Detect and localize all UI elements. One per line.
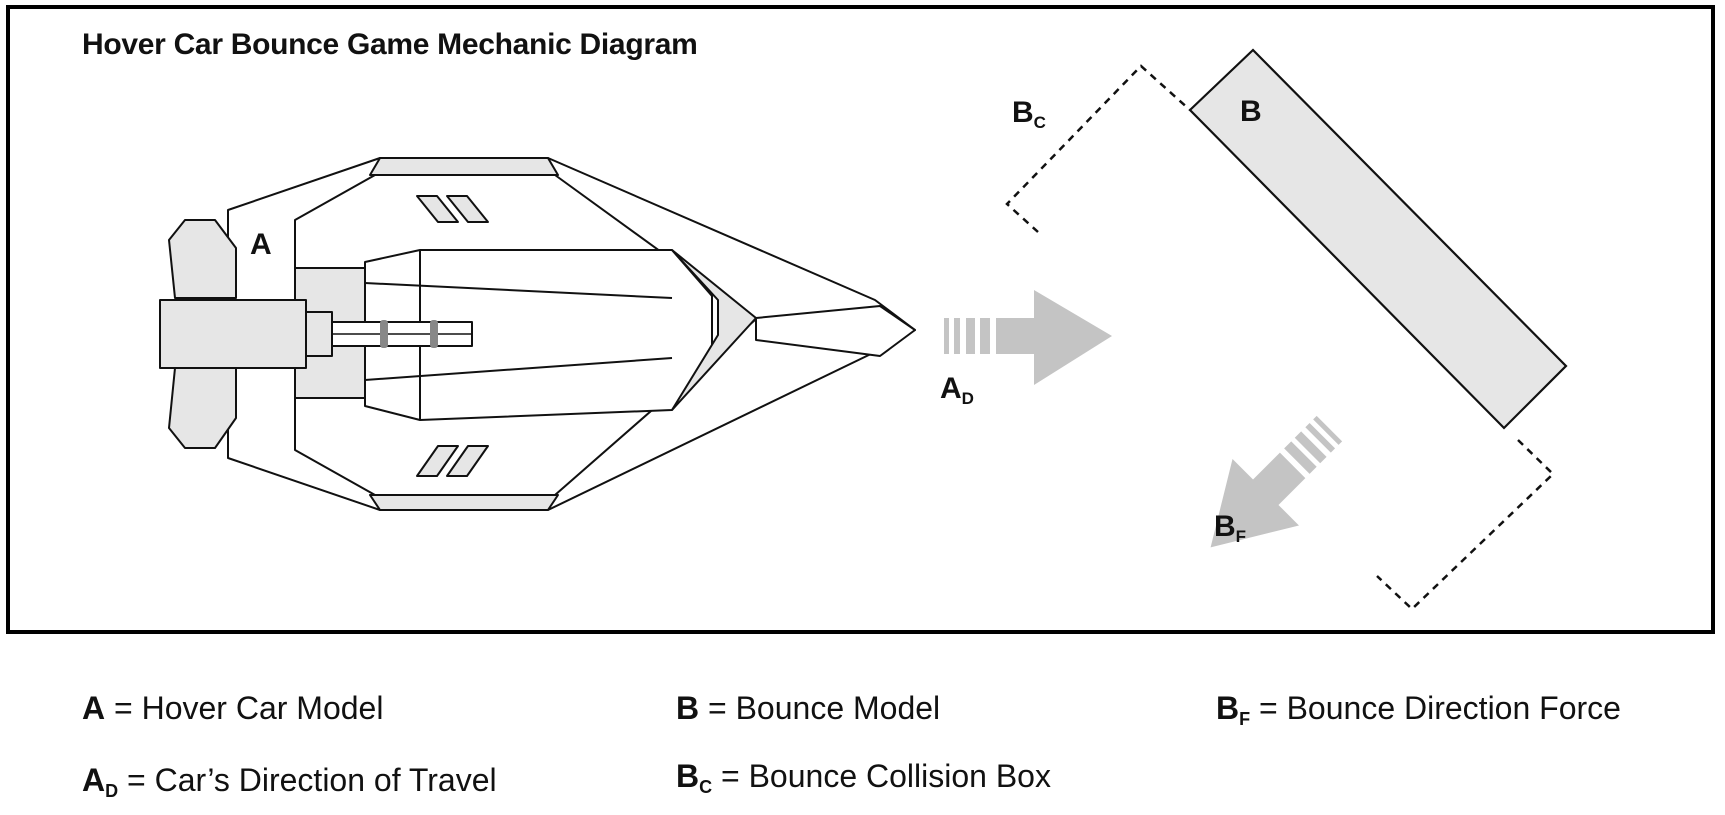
legend-item-collision-box: BC = Bounce Collision Box bbox=[676, 758, 1051, 797]
label-car-direction: AD bbox=[940, 372, 974, 408]
diagram-frame bbox=[6, 5, 1715, 634]
car-shaft-ring-1 bbox=[380, 320, 388, 348]
car-vent-top-2 bbox=[446, 195, 489, 223]
bounce-collision-box bbox=[1005, 64, 1555, 611]
car-direction-arrow bbox=[944, 290, 1112, 385]
bounce-force-arrow bbox=[1210, 415, 1343, 548]
legend-item-bounce-model: B = Bounce Model bbox=[676, 690, 941, 726]
car-nose-panel bbox=[755, 305, 916, 357]
car-top-stripe bbox=[369, 157, 559, 176]
car-nose-chevron bbox=[671, 249, 757, 411]
legend-item-hover-car: A = Hover Car Model bbox=[82, 690, 384, 726]
bounce-model bbox=[1188, 48, 1568, 430]
diagram-title: Hover Car Bounce Game Mechanic Diagram bbox=[82, 28, 698, 61]
car-vent-bottom-2 bbox=[446, 445, 489, 477]
legend-item-car-direction: AD = Car’s Direction of Travel bbox=[82, 762, 497, 801]
car-thruster-cap bbox=[305, 311, 333, 357]
car-shaft-ring-2 bbox=[430, 320, 438, 348]
label-bounce-force: BF bbox=[1214, 510, 1247, 546]
car-rear-fin-bottom bbox=[168, 367, 237, 449]
label-bounce: B bbox=[1240, 95, 1262, 128]
car-bottom-stripe bbox=[369, 494, 559, 511]
car-vent-top-1 bbox=[416, 195, 459, 223]
car-rear-thruster bbox=[159, 299, 307, 369]
label-car: A bbox=[250, 228, 272, 261]
car-rear-fin-top bbox=[168, 219, 237, 299]
legend-item-bounce-force: BF = Bounce Direction Force bbox=[1216, 690, 1621, 729]
car-vent-bottom-1 bbox=[416, 445, 459, 477]
label-collision-box: BC bbox=[1012, 96, 1046, 132]
hover-car-model bbox=[159, 157, 916, 511]
